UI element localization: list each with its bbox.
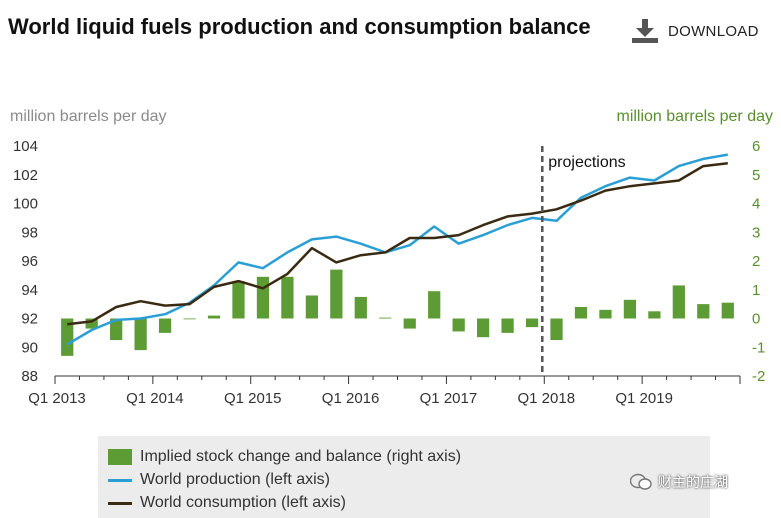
legend-label-consumption: World consumption (left axis)	[140, 494, 346, 511]
download-icon	[632, 19, 658, 43]
stock-bar	[305, 295, 318, 319]
stock-bar	[501, 318, 514, 333]
right-tick-label: 3	[752, 224, 760, 241]
stock-bar	[428, 291, 441, 319]
right-tick-label: 5	[752, 167, 760, 184]
stock-bar	[599, 309, 612, 319]
stock-bar	[452, 318, 465, 332]
left-tick-label: 88	[21, 368, 38, 385]
chart-area: 88 90 92 94 96 98 100 102 104 -2 -1 0 1 2 3 4 5 6 projecti…	[13, 138, 765, 407]
right-tick-label: 6	[752, 138, 760, 155]
consumption-line	[67, 162, 728, 326]
stock-bar	[672, 285, 685, 319]
production-line	[66, 153, 729, 346]
right-tick-label: 1	[752, 282, 760, 299]
stock-bar	[256, 276, 270, 319]
stock-bar	[232, 281, 245, 319]
legend-item-production: World production (left axis)	[108, 469, 330, 491]
watermark: 财主的庄湖	[630, 472, 728, 492]
x-tick-label: Q1 2015	[224, 390, 282, 407]
stock-bar	[207, 315, 221, 319]
legend-swatch-stock	[108, 449, 132, 465]
stock-bar	[648, 311, 661, 319]
stock-bar	[158, 318, 172, 333]
legend-item-consumption: World consumption (left axis)	[108, 492, 346, 514]
legend-item-stock: Implied stock change and balance (right …	[108, 446, 461, 468]
stock-bar	[574, 307, 588, 319]
left-tick-label: 102	[13, 167, 38, 184]
chart-title: World liquid fuels production and consum…	[8, 14, 591, 39]
right-tick-label: 4	[752, 196, 760, 213]
stock-bar	[281, 276, 294, 319]
stock-bar	[110, 318, 123, 341]
legend-swatch-production	[108, 478, 132, 482]
left-tick-label: 92	[21, 311, 38, 328]
legend-label-production: World production (left axis)	[140, 471, 330, 488]
stock-bar	[550, 318, 563, 341]
x-tick-label: Q1 2019	[615, 390, 673, 407]
left-axis-unit: million barrels per day	[10, 108, 167, 125]
legend-swatch-consumption	[108, 501, 132, 505]
right-tick-label: -2	[752, 368, 765, 385]
left-tick-label: 98	[21, 224, 38, 241]
right-axis-unit: million barrels per day	[616, 108, 773, 125]
stock-bar	[623, 299, 637, 319]
watermark-text: 财主的庄湖	[658, 474, 728, 490]
stock-bar	[379, 317, 392, 319]
stock-bar	[61, 318, 74, 356]
download-button[interactable]: DOWNLOAD	[632, 16, 759, 46]
stock-bar	[477, 318, 490, 338]
x-tick-label: Q1 2017	[420, 390, 478, 407]
left-tick-label: 96	[21, 253, 38, 270]
x-tick-label: Q1 2018	[518, 390, 576, 407]
stock-bar	[721, 302, 734, 319]
left-tick-label: 104	[13, 138, 38, 155]
x-tick-label: Q1 2014	[126, 390, 184, 407]
x-tick-label: Q1 2013	[28, 390, 86, 407]
right-tick-label: 0	[752, 311, 760, 328]
x-tick-label: Q1 2016	[322, 390, 380, 407]
left-tick-label: 90	[21, 339, 38, 356]
projections-annotation: projections	[548, 154, 625, 171]
stock-bar	[85, 318, 98, 329]
right-tick-label: -1	[752, 339, 765, 356]
stock-bar	[697, 304, 710, 319]
left-tick-label: 100	[13, 196, 38, 213]
stock-bar	[330, 269, 343, 319]
left-tick-label: 94	[21, 282, 38, 299]
stock-bar	[525, 318, 539, 328]
download-label: DOWNLOAD	[668, 22, 759, 40]
stock-bar	[403, 318, 416, 329]
stock-bar	[134, 318, 147, 351]
stock-bar	[183, 318, 196, 320]
right-tick-label: 2	[752, 253, 760, 270]
legend: Implied stock change and balance (right …	[98, 436, 710, 518]
wechat-icon	[630, 473, 652, 490]
legend-label-stock: Implied stock change and balance (right …	[140, 448, 462, 465]
stock-bar	[354, 296, 367, 319]
